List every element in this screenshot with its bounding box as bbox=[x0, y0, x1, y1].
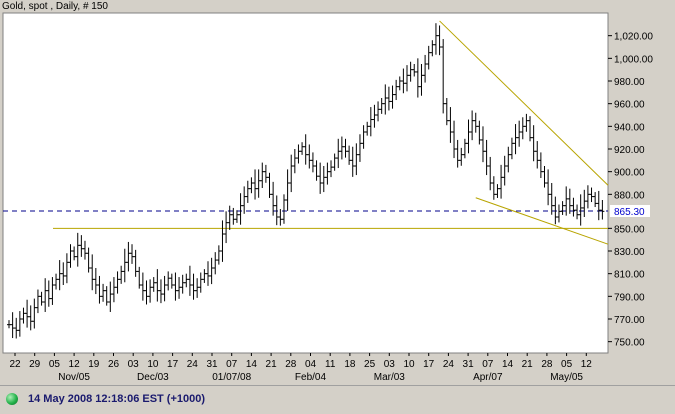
price-chart: 750.00 770.00 790.00 810.00 830.00 850.00 880.… bbox=[2, 12, 653, 383]
y-tick-label: 960.00 bbox=[614, 100, 645, 111]
annotations bbox=[3, 20, 609, 245]
x-month-label: Nov/05 bbox=[58, 372, 90, 383]
x-day-label: 05 bbox=[561, 359, 573, 370]
x-month-label: 01/07/08 bbox=[212, 372, 251, 383]
y-tick-label: 1,000.00 bbox=[614, 54, 653, 65]
x-month-label: Apr/07 bbox=[473, 372, 503, 383]
y-axis: 750.00 770.00 790.00 810.00 830.00 850.00 880.… bbox=[608, 32, 653, 349]
x-day-label: 21 bbox=[266, 359, 278, 370]
x-day-label: 24 bbox=[187, 359, 199, 370]
x-day-label: 18 bbox=[344, 359, 356, 370]
y-tick-label: 980.00 bbox=[614, 77, 645, 88]
y-tick-label: 880.00 bbox=[614, 190, 645, 201]
y-tick-label: 810.00 bbox=[614, 270, 645, 281]
x-day-label: 29 bbox=[29, 359, 41, 370]
y-tick-label: 770.00 bbox=[614, 315, 645, 326]
lower-trendline bbox=[475, 197, 609, 245]
x-month-label: Mar/03 bbox=[374, 372, 406, 383]
y-tick-label: 790.00 bbox=[614, 292, 645, 303]
x-day-label: 12 bbox=[69, 359, 81, 370]
upper-trendline bbox=[439, 20, 609, 186]
x-day-label: 07 bbox=[226, 359, 238, 370]
x-day-label: 24 bbox=[443, 359, 455, 370]
x-day-label: 12 bbox=[581, 359, 593, 370]
ohlc-bars bbox=[7, 23, 605, 339]
x-day-label: 05 bbox=[49, 359, 61, 370]
connection-status-icon bbox=[6, 393, 18, 405]
x-day-label: 03 bbox=[384, 359, 396, 370]
x-day-label: 11 bbox=[325, 359, 336, 370]
y-tick-label: 900.00 bbox=[614, 168, 645, 179]
plot-area bbox=[2, 12, 609, 354]
x-day-label: 10 bbox=[147, 359, 159, 370]
x-month-label: Feb/04 bbox=[295, 372, 327, 383]
current-price-box bbox=[610, 204, 650, 217]
status-timestamp: 14 May 2008 12:18:06 EST (+1000) bbox=[28, 393, 206, 405]
x-month-label: Dec/03 bbox=[137, 372, 169, 383]
x-day-label: 31 bbox=[206, 359, 218, 370]
chart-title: Gold, spot , Daily, # 150 bbox=[2, 1, 108, 12]
x-day-label: 17 bbox=[167, 359, 179, 370]
x-day-label: 31 bbox=[463, 359, 475, 370]
x-day-label: 19 bbox=[88, 359, 100, 370]
x-day-label: 17 bbox=[423, 359, 435, 370]
status-bar: 14 May 2008 12:18:06 EST (+1000) bbox=[0, 385, 675, 414]
x-day-label: 03 bbox=[128, 359, 140, 370]
y-tick-label: 1,020.00 bbox=[614, 32, 653, 43]
y-tick-label: 940.00 bbox=[614, 122, 645, 133]
x-day-label: 22 bbox=[9, 359, 21, 370]
x-day-label: 21 bbox=[522, 359, 534, 370]
current-price-label: 865.30 bbox=[614, 207, 645, 218]
x-day-label: 14 bbox=[502, 359, 514, 370]
x-day-label: 14 bbox=[246, 359, 258, 370]
y-tick-label: 850.00 bbox=[614, 224, 645, 235]
x-day-label: 04 bbox=[305, 359, 317, 370]
x-axis: 22 29 05 12 19 26 03 10 17 24 31 07 14 21 28 04 11 18 25 03… bbox=[9, 353, 592, 383]
x-month-label: May/05 bbox=[550, 372, 583, 383]
ohlc-bar bbox=[600, 200, 605, 220]
x-day-label: 28 bbox=[285, 359, 297, 370]
x-day-label: 26 bbox=[108, 359, 120, 370]
x-day-label: 25 bbox=[364, 359, 376, 370]
y-tick-label: 920.00 bbox=[614, 145, 645, 156]
y-tick-label: 750.00 bbox=[614, 338, 645, 349]
x-day-label: 10 bbox=[403, 359, 415, 370]
x-day-label: 28 bbox=[541, 359, 553, 370]
x-day-label: 07 bbox=[482, 359, 494, 370]
y-tick-label: 830.00 bbox=[614, 247, 645, 258]
